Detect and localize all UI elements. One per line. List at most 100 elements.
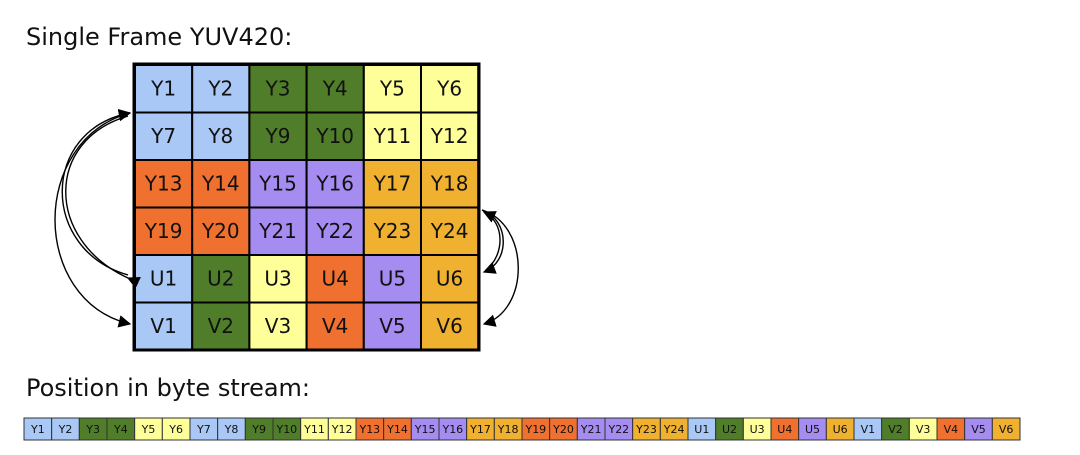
grid-cell — [305, 159, 365, 209]
stream-cell-label: Y20 — [552, 423, 574, 436]
stream-cell-label: Y24 — [663, 423, 685, 436]
grid-cell-label: V3 — [265, 314, 291, 338]
stream-cell-label: U4 — [777, 423, 792, 436]
grid-cell-label: V6 — [436, 314, 462, 338]
stream-cell-label: Y3 — [85, 423, 100, 436]
stream-title: Position in byte stream: — [26, 374, 310, 402]
grid-cell — [191, 159, 251, 209]
arrow — [65, 115, 141, 289]
grid-cell-label: Y19 — [144, 219, 183, 243]
grid-cell-label: Y11 — [373, 124, 412, 148]
grid-cell — [362, 254, 422, 304]
grid-cell-label: V1 — [150, 314, 176, 338]
grid-cell-label: Y9 — [265, 124, 291, 148]
stream-cell-label: Y9 — [251, 423, 266, 436]
grid-cell-label: V4 — [322, 314, 348, 338]
grid-cell-label: V5 — [379, 314, 405, 338]
stream-cell-label: V4 — [944, 423, 959, 436]
stream-cell-label: Y1 — [30, 423, 45, 436]
stream-cell-label: U3 — [750, 423, 765, 436]
stream-cell-label: Y12 — [331, 423, 353, 436]
grid-cell-label: Y23 — [373, 219, 412, 243]
grid-cell-label: Y12 — [430, 124, 469, 148]
stream-cell-label: Y17 — [469, 423, 491, 436]
stream-cell-label: V5 — [971, 423, 986, 436]
grid-cell-label: Y18 — [430, 171, 469, 195]
grid-cell-label: U2 — [207, 266, 234, 290]
grid-cell — [420, 64, 480, 114]
arrows — [54, 108, 519, 328]
stream-cell-label: Y18 — [497, 423, 519, 436]
stream-cell-label: U5 — [805, 423, 820, 436]
stream-cell-label: Y22 — [607, 423, 629, 436]
stream-cell-label: Y2 — [58, 423, 73, 436]
grid-cell-label: Y7 — [150, 124, 176, 148]
grid-cell-label: Y14 — [201, 171, 240, 195]
stream-cell-label: Y19 — [524, 423, 546, 436]
grid-cell-label: Y20 — [201, 219, 240, 243]
stream-cell-label: V1 — [861, 423, 876, 436]
stream-cell-label: Y11 — [303, 423, 325, 436]
grid-cell — [305, 206, 365, 256]
grid-cell-label: U6 — [436, 266, 463, 290]
grid-cell-label: Y17 — [373, 171, 412, 195]
grid-cell-label: V2 — [208, 314, 234, 338]
grid-cell — [191, 206, 251, 256]
stream-cell-label: Y6 — [168, 423, 183, 436]
stream-cell-label: Y10 — [275, 423, 297, 436]
grid-cell-label: Y1 — [150, 76, 176, 100]
stream: Y1 Y2 Y3 Y4 Y5 Y6 Y7 Y8 Y9 Y10 Y11 Y12 Y13 Y14 Y15 Y16 Y… — [23, 417, 1021, 441]
grid: Y1 Y2 Y3 Y4 Y5 Y6 Y7 Y8 Y9 Y10 Y11 Y12 Y13 Y14 Y15 Y16 Y… — [134, 64, 480, 351]
stream-cell-label: Y16 — [441, 423, 463, 436]
stream-cell-label: Y21 — [580, 423, 602, 436]
arrow — [482, 211, 501, 271]
grid-cell — [248, 254, 308, 304]
stream-cell-label: Y8 — [224, 423, 239, 436]
grid-cell-label: Y13 — [144, 171, 183, 195]
grid-cell-label: Y3 — [265, 76, 291, 100]
grid-cell-label: U1 — [150, 266, 177, 290]
stream-cell-label: U2 — [722, 423, 737, 436]
grid-border — [132, 62, 481, 352]
grid-cell-label: Y2 — [207, 76, 233, 100]
grid-cell-label: U5 — [379, 266, 406, 290]
grid-cell — [362, 159, 422, 209]
grid-cell-label: Y16 — [315, 171, 354, 195]
stream-cell-label: V6 — [999, 423, 1014, 436]
grid-cell-label: Y22 — [315, 219, 354, 243]
stream-cell-label: U6 — [833, 423, 848, 436]
grid-cell — [134, 301, 194, 351]
stream-cell-label: Y13 — [358, 423, 380, 436]
stream-cell-label: Y5 — [141, 423, 156, 436]
grid-cell-label: Y5 — [379, 76, 405, 100]
grid-cell-label: Y8 — [207, 124, 233, 148]
grid-cell-label: Y6 — [436, 76, 462, 100]
grid-cell — [134, 206, 194, 256]
grid-cell-label: U4 — [322, 266, 349, 290]
stream-cell-label: Y7 — [196, 423, 211, 436]
grid-cell-label: Y15 — [258, 171, 297, 195]
arrow — [61, 108, 132, 276]
title: Single Frame YUV420: — [26, 23, 292, 51]
grid-cell-label: Y21 — [258, 219, 297, 243]
stream-cell-label: Y15 — [414, 423, 436, 436]
grid-cell — [420, 301, 480, 351]
grid-cell-label: Y4 — [322, 76, 348, 100]
stream-cell-label: Y14 — [386, 423, 408, 436]
grid-cell-label: Y10 — [315, 124, 354, 148]
grid-cell — [248, 206, 308, 256]
stream-cell-label: Y23 — [635, 423, 657, 436]
arrow — [54, 112, 132, 328]
stream-cell — [991, 417, 1021, 441]
stream-cell-label: U1 — [694, 423, 709, 436]
grid-cell — [362, 206, 422, 256]
stream-cell-label: Y4 — [113, 423, 128, 436]
grid-cell-label: U3 — [264, 266, 291, 290]
stream-cell-label: V3 — [916, 423, 931, 436]
stream-cell-label: V2 — [888, 423, 903, 436]
grid-cell — [191, 111, 251, 161]
grid-cell-label: Y24 — [430, 219, 469, 243]
grid-cell — [305, 111, 365, 161]
